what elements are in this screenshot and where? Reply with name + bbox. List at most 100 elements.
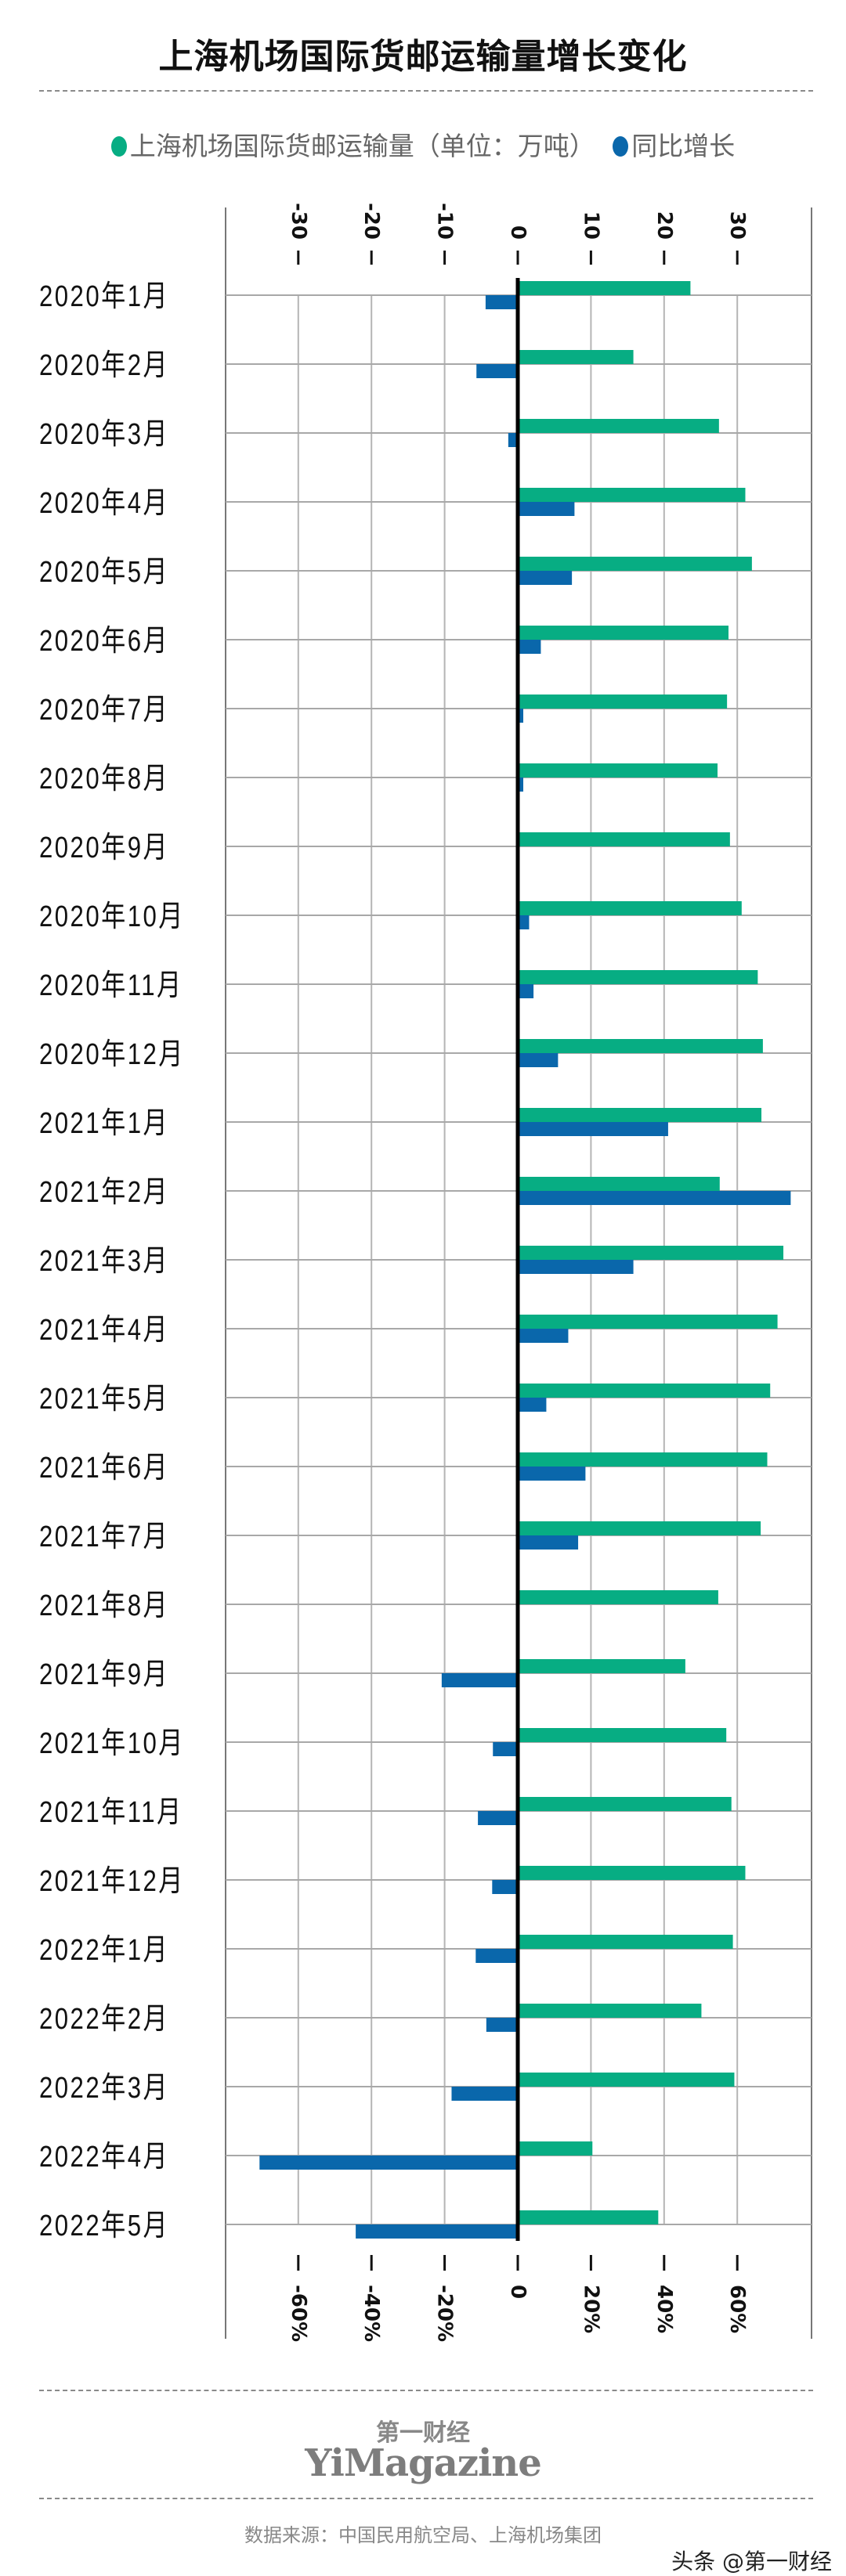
bar-volume [518,2073,735,2087]
bar-volume [518,2141,593,2156]
bar-volume [518,2004,702,2018]
bar-growth [518,502,575,516]
bar-growth [518,984,534,998]
category-label: 2021年4月 [39,1313,169,1347]
bottom-axis-tick-label: 0 [506,2285,530,2299]
category-label: 2021年10月 [39,1726,185,1760]
category-label: 2020年12月 [39,1037,185,1071]
category-label: 2021年11月 [39,1795,183,1829]
bottom-axis-tick-label: -40% [360,2285,383,2342]
bar-volume [518,1108,762,1122]
bar-growth [492,1880,518,1894]
bar-volume [518,1521,761,1535]
bar-growth [518,1053,559,1067]
bar-volume [518,626,728,640]
bar-growth [518,1122,668,1136]
bar-volume [518,1935,733,1949]
bar-volume [518,970,758,984]
category-label: 2021年9月 [39,1658,169,1691]
category-label: 2022年1月 [39,1933,169,1967]
category-label: 2020年9月 [39,831,169,864]
category-label: 2020年8月 [39,762,169,796]
legend: 上海机场国际货邮运输量（单位：万吨） 同比增长 [0,125,846,163]
divider-footer-bottom [39,2498,813,2499]
bar-volume [518,1177,720,1191]
bar-growth [451,2087,518,2101]
category-label: 2022年2月 [39,2002,169,2036]
top-axis-tick-label: 0 [506,225,530,240]
legend-item-volume: 上海机场国际货邮运输量（单位：万吨） [110,131,595,161]
category-label: 2022年4月 [39,2140,169,2174]
category-label: 2020年7月 [39,693,169,727]
bar-volume [518,1590,718,1604]
bar-volume [518,1797,732,1811]
bar-growth [518,1467,586,1481]
divider-footer-top [39,2390,813,2391]
top-axis-tick-label: 30 [725,211,749,240]
category-label: 2021年12月 [39,1864,185,1898]
bar-volume [518,832,730,846]
bar-growth [493,1742,518,1756]
category-label: 2022年5月 [39,2209,169,2242]
category-label: 2020年1月 [39,280,169,313]
legend-item-growth: 同比增长 [613,131,735,161]
bar-volume [518,1315,778,1329]
bar-volume [518,695,728,709]
bar-volume [518,1866,746,1880]
category-label: 2020年3月 [39,417,169,451]
category-label: 2020年11月 [39,969,183,1002]
bar-growth [518,709,524,723]
bar-growth [259,2156,518,2170]
category-label: 2021年1月 [39,1106,169,1140]
bar-growth [485,295,518,309]
bottom-axis-tick-label: 60% [725,2285,749,2333]
bar-volume [518,1039,763,1053]
data-source: 数据来源：中国民用航空局、上海机场集团 [244,2524,602,2546]
bar-volume [518,419,719,433]
legend-label-volume: 上海机场国际货邮运输量（单位：万吨） [129,131,595,161]
divider-top [39,90,813,92]
chart-title: 上海机场国际货邮运输量增长变化 [158,37,688,77]
top-axis-tick-label: -20 [360,203,383,240]
bar-growth [476,364,518,378]
brand-logo-en: YiMagazine [305,2441,541,2485]
category-label: 2020年10月 [39,900,185,933]
top-axis-tick-label: -30 [287,203,310,240]
bar-volume [518,281,691,295]
bottom-axis-tick-label: -60% [287,2285,310,2342]
bottom-axis-tick-label: 20% [579,2285,602,2333]
bar-growth [518,915,530,929]
top-axis-tick-label: -10 [433,203,457,240]
bar-growth [508,433,518,447]
category-label: 2021年2月 [39,1175,169,1209]
bar-growth [518,1398,547,1412]
category-label: 2020年6月 [39,624,169,658]
bar-growth [518,1329,569,1343]
legend-label-growth: 同比增长 [631,131,736,161]
bar-growth [518,1260,634,1274]
bar-volume [518,1246,784,1260]
category-label: 2020年5月 [39,555,169,589]
bar-growth [518,571,573,585]
legend-swatch-blue [613,136,629,157]
bar-volume [518,350,634,364]
bar-volume [518,1384,771,1398]
category-label: 2021年3月 [39,1244,169,1278]
bar-growth [475,1949,518,1963]
brand-logo-cn: 第一财经 [376,2419,470,2447]
category-label: 2021年8月 [39,1589,169,1622]
bar-growth [518,640,541,654]
bottom-axis-tick-label: -20% [433,2285,457,2342]
category-label: 2021年5月 [39,1382,169,1416]
bar-growth [478,1811,518,1825]
category-label: 2020年4月 [39,486,169,520]
bar-volume [518,901,742,915]
bar-growth [518,1535,579,1550]
bottom-axis-tick-label: 40% [653,2285,676,2333]
category-label: 2021年6月 [39,1451,169,1485]
top-axis-tick-label: 10 [579,211,602,240]
bar-growth [356,2224,518,2239]
category-label: 2022年3月 [39,2071,169,2105]
category-label: 2021年7月 [39,1520,169,1553]
